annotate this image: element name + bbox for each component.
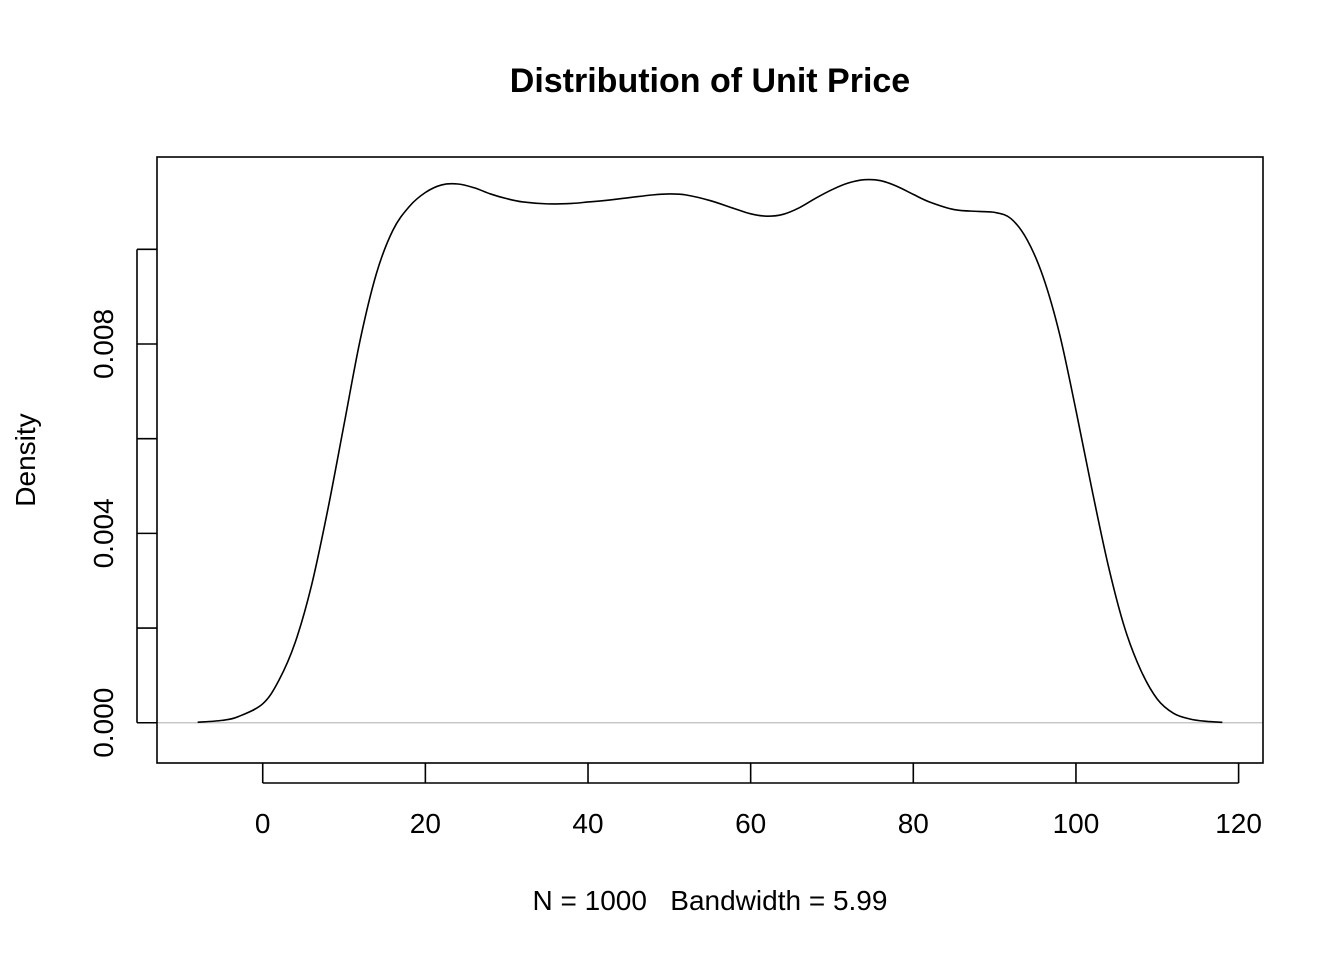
x-tick-label-40: 40 (572, 808, 603, 839)
x-axis-title: N = 1000 Bandwidth = 5.99 (533, 885, 888, 916)
y-tick-label-2: 0.004 (88, 498, 119, 568)
chart-title: Distribution of Unit Price (510, 62, 910, 100)
y-axis-title: Density (10, 413, 41, 506)
x-tick-label-120: 120 (1215, 808, 1262, 839)
x-tick-label-80: 80 (898, 808, 929, 839)
x-tick-label-60: 60 (735, 808, 766, 839)
x-tick-label-100: 100 (1053, 808, 1100, 839)
x-tick-label-0: 0 (255, 808, 271, 839)
x-tick-label-20: 20 (410, 808, 441, 839)
plot-frame (156, 156, 1264, 764)
y-tick-label-4: 0.008 (88, 309, 119, 379)
y-tick-label-0: 0.000 (88, 688, 119, 758)
plot-area: 0 20 40 60 80 100 120 0.000 0.004 0.008 (88, 156, 1264, 839)
density-curve-0 (197, 178, 1223, 724)
